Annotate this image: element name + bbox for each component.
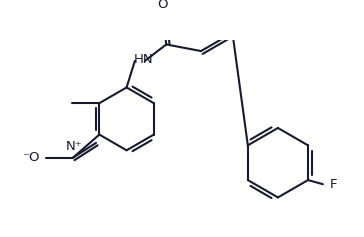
Text: HN: HN (134, 53, 154, 66)
Text: F: F (329, 178, 337, 191)
Text: N⁺: N⁺ (66, 140, 83, 153)
Text: O: O (157, 0, 167, 11)
Text: ⁻O: ⁻O (22, 151, 40, 164)
